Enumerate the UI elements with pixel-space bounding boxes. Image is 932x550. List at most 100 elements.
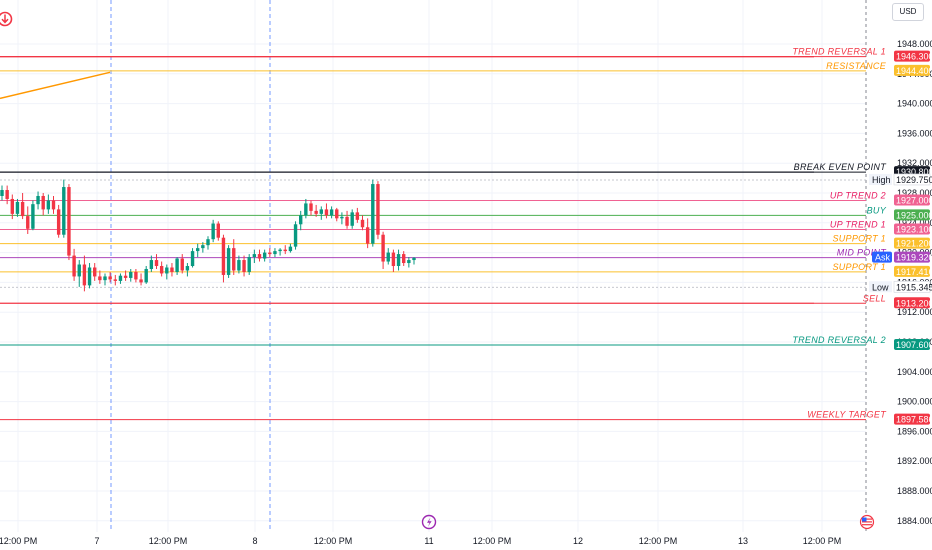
extreme-label: High <box>872 175 891 185</box>
events-flash-icon[interactable] <box>421 514 437 530</box>
candle-body <box>221 237 226 275</box>
candle-body <box>93 267 97 277</box>
candle-body <box>340 216 344 219</box>
price-tag <box>894 50 930 62</box>
scroll-down-icon[interactable] <box>0 11 13 27</box>
price-levels: TREND REVERSAL 1 RESISTANCE BREAK EVEN POI… <box>0 47 887 421</box>
candle-body <box>293 224 298 247</box>
x-tick-label: 11 <box>424 536 433 546</box>
candle-body <box>226 248 231 275</box>
candle-body <box>232 248 236 271</box>
price-tag-text: 1923.100 <box>896 225 932 235</box>
candle-body <box>165 267 169 274</box>
extreme-label-box <box>869 173 892 185</box>
y-tick-label: 1924.000 <box>897 218 932 228</box>
candle-body <box>262 252 267 259</box>
candle-body <box>82 264 87 286</box>
price-tag-text: 1921.200 <box>896 239 932 249</box>
candle-body <box>278 249 282 252</box>
extreme-tag <box>893 280 931 293</box>
extreme-tag-text: 1915.345 <box>896 282 932 292</box>
candle-body <box>129 271 133 278</box>
candle-body <box>113 279 117 281</box>
candle-body <box>170 267 174 272</box>
candle-body <box>252 254 257 258</box>
price-tag-text: 1925.000 <box>896 210 932 220</box>
session-separators <box>110 0 867 532</box>
level-label: SUPPORT 1 <box>832 262 886 272</box>
candle-body <box>350 212 354 226</box>
level-label: UP TREND 1 <box>830 220 886 230</box>
candle-body <box>273 251 277 255</box>
ask-label: Ask <box>875 253 891 263</box>
candle-body <box>159 266 164 274</box>
price-tag <box>894 223 930 235</box>
level-label: SUPPORT 1 <box>832 234 886 244</box>
candle-body <box>149 260 154 269</box>
price-tag <box>894 237 930 249</box>
candle-body <box>139 279 143 283</box>
x-tick-label: 12:00 PM <box>639 536 678 546</box>
x-tick-label: 12:00 PM <box>473 536 512 546</box>
candle-body <box>5 190 9 199</box>
candle-body <box>242 260 246 272</box>
x-tick-label: 12:00 PM <box>0 536 37 546</box>
candle-body <box>335 209 339 219</box>
currency-button[interactable]: USD <box>892 3 924 21</box>
candle-body <box>56 209 61 235</box>
price-tag <box>894 297 930 309</box>
extreme-label: Low <box>872 282 889 292</box>
extreme-tag <box>893 173 931 186</box>
candle-body <box>98 276 102 281</box>
candle-body <box>180 258 184 271</box>
candle-body <box>41 195 45 210</box>
x-tick-label: 7 <box>94 536 99 546</box>
trendline-segment[interactable] <box>0 71 111 100</box>
y-tick-label: 1884.000 <box>897 516 932 526</box>
level-label: SELL <box>863 293 886 303</box>
price-tag <box>894 265 930 277</box>
candle-body <box>72 255 76 277</box>
candle-body <box>376 184 380 235</box>
candle-body <box>108 276 112 280</box>
candle-body <box>201 245 205 249</box>
candle-body <box>46 200 51 210</box>
candle-body <box>329 209 334 216</box>
candle-body <box>283 249 287 252</box>
candle-body <box>31 204 35 229</box>
price-tag <box>894 209 930 221</box>
price-tag <box>894 194 930 206</box>
candle-body <box>268 252 272 255</box>
y-tick-label: 1932.000 <box>897 158 932 168</box>
price-tag <box>894 64 930 76</box>
candle-body <box>185 266 190 271</box>
candle-body <box>190 251 195 267</box>
candles <box>0 179 416 292</box>
candle-body <box>381 234 385 262</box>
y-tick-label: 1888.000 <box>897 486 932 496</box>
y-tick-label: 1900.000 <box>897 397 932 407</box>
candle-body <box>36 195 40 205</box>
y-tick-label: 1892.000 <box>897 456 932 466</box>
x-tick-label: 8 <box>252 536 257 546</box>
candle-body <box>345 216 349 226</box>
candle-body <box>386 252 390 262</box>
y-tick-label: 1936.000 <box>897 128 932 138</box>
price-tag-text: 1919.320 <box>896 253 932 263</box>
candle-body <box>412 257 416 261</box>
candle-body <box>15 201 20 214</box>
x-tick-label: 12 <box>573 536 583 546</box>
ask-tag <box>872 251 892 263</box>
price-tag-text: 1907.600 <box>896 340 932 350</box>
candle-body <box>402 254 406 264</box>
candle-body <box>20 201 25 217</box>
candle-body <box>391 252 396 267</box>
candle-body <box>103 276 107 281</box>
candle-body <box>407 260 411 264</box>
time-axis: 12:00 PM 7 12:00 PM 8 12:00 PM 11 12:00 PM 12 12… <box>0 536 841 546</box>
y-tick-label: 1940.000 <box>897 99 932 109</box>
candle-body <box>319 209 323 214</box>
us-flag-icon[interactable] <box>859 514 875 530</box>
candle-body <box>257 254 262 259</box>
